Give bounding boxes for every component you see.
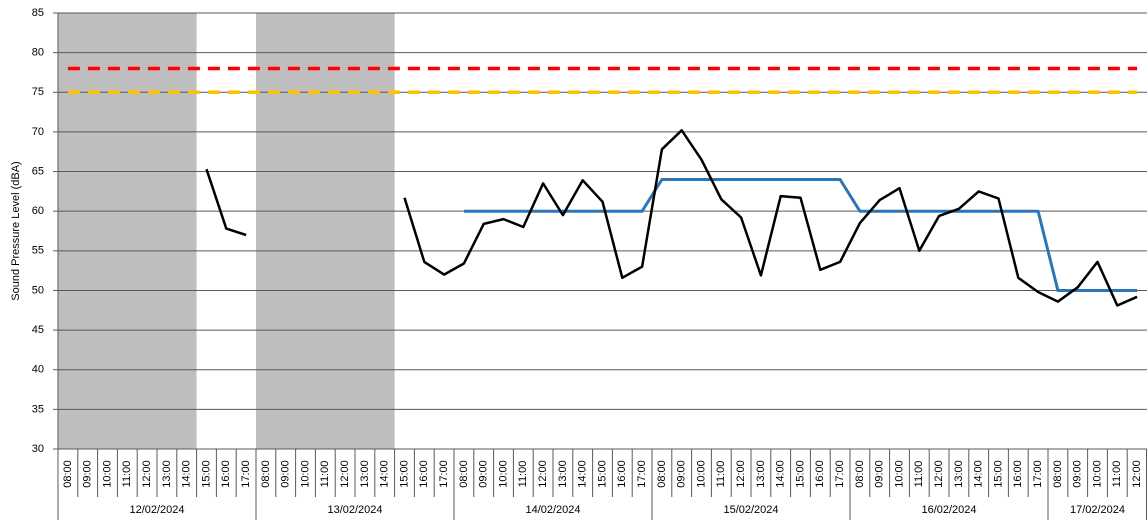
x-tick-label: 11:00 xyxy=(715,461,727,488)
x-tick-label: 09:00 xyxy=(280,460,292,488)
x-tick-label: 11:00 xyxy=(319,461,331,488)
shaded-span xyxy=(58,13,197,449)
x-group-label: 15/02/2024 xyxy=(723,504,778,516)
x-tick-label: 15:00 xyxy=(794,460,806,488)
x-tick-label: 10:00 xyxy=(695,460,707,488)
x-tick-label: 12:00 xyxy=(1131,460,1143,488)
y-tick-label: 35 xyxy=(32,403,44,415)
x-tick-label: 16:00 xyxy=(814,460,826,488)
x-tick-label: 12:00 xyxy=(735,460,747,488)
x-tick-label: 13:00 xyxy=(755,460,767,488)
x-tick-label: 09:00 xyxy=(1072,460,1084,488)
y-tick-label: 45 xyxy=(32,324,44,336)
y-tick-label: 80 xyxy=(32,47,44,59)
x-group-label: 17/02/2024 xyxy=(1070,504,1125,516)
series-line xyxy=(205,129,1138,307)
x-tick-label: 14:00 xyxy=(577,460,589,488)
x-tick-label: 13:00 xyxy=(557,460,569,488)
x-tick-label: 09:00 xyxy=(82,460,94,488)
x-tick-label: 11:00 xyxy=(517,461,529,488)
x-tick-label: 12:00 xyxy=(339,460,351,488)
x-tick-label: 09:00 xyxy=(478,460,490,488)
x-tick-label: 10:00 xyxy=(299,460,311,488)
x-group-label: 13/02/2024 xyxy=(327,504,382,516)
y-tick-label: 65 xyxy=(32,165,44,177)
y-tick-label: 30 xyxy=(32,443,44,455)
x-tick-label: 10:00 xyxy=(101,460,113,488)
series-line xyxy=(463,178,1138,292)
y-tick-label: 75 xyxy=(32,86,44,98)
x-group-label: 14/02/2024 xyxy=(525,504,580,516)
x-tick-label: 11:00 xyxy=(913,461,925,488)
x-tick-label: 08:00 xyxy=(62,460,74,488)
y-tick-label: 60 xyxy=(32,205,44,217)
y-tick-label: 40 xyxy=(32,364,44,376)
shaded-span xyxy=(256,13,395,449)
y-tick-label: 70 xyxy=(32,126,44,138)
y-tick-label: 85 xyxy=(32,7,44,19)
x-tick-label: 16:00 xyxy=(1012,460,1024,488)
x-tick-label: 09:00 xyxy=(874,460,886,488)
x-tick-label: 14:00 xyxy=(973,460,985,488)
x-tick-label: 10:00 xyxy=(497,460,509,488)
x-tick-label: 10:00 xyxy=(1091,460,1103,488)
x-group-label: 16/02/2024 xyxy=(921,504,976,516)
x-tick-label: 08:00 xyxy=(260,460,272,488)
x-tick-label: 17:00 xyxy=(834,460,846,488)
x-tick-label: 08:00 xyxy=(854,460,866,488)
y-tick-label: 50 xyxy=(32,284,44,296)
x-tick-label: 17:00 xyxy=(1032,460,1044,488)
x-tick-label: 11:00 xyxy=(1111,461,1123,488)
x-tick-label: 15:00 xyxy=(596,460,608,488)
x-tick-label: 12:00 xyxy=(141,460,153,488)
x-tick-label: 11:00 xyxy=(121,461,133,488)
x-tick-label: 17:00 xyxy=(240,460,252,488)
x-tick-label: 13:00 xyxy=(161,460,173,488)
x-tick-label: 09:00 xyxy=(676,460,688,488)
x-tick-label: 16:00 xyxy=(418,460,430,488)
x-tick-label: 10:00 xyxy=(893,460,905,488)
x-tick-label: 08:00 xyxy=(1052,460,1064,488)
x-tick-label: 13:00 xyxy=(359,460,371,488)
x-tick-label: 15:00 xyxy=(398,460,410,488)
x-tick-label: 15:00 xyxy=(992,460,1004,488)
x-tick-label: 14:00 xyxy=(775,460,787,488)
x-tick-label: 15:00 xyxy=(200,460,212,488)
x-tick-label: 16:00 xyxy=(616,460,628,488)
x-tick-label: 08:00 xyxy=(656,460,668,488)
x-tick-label: 14:00 xyxy=(181,460,193,488)
x-tick-label: 17:00 xyxy=(438,460,450,488)
x-tick-label: 13:00 xyxy=(953,460,965,488)
x-tick-label: 12:00 xyxy=(537,460,549,488)
x-tick-label: 16:00 xyxy=(220,460,232,488)
x-tick-label: 08:00 xyxy=(458,460,470,488)
x-group-label: 12/02/2024 xyxy=(129,504,184,516)
y-tick-label: 55 xyxy=(32,245,44,257)
y-axis-label: Sound Pressure Level (dBA) xyxy=(10,161,22,300)
x-tick-label: 17:00 xyxy=(636,460,648,488)
x-tick-label: 14:00 xyxy=(379,460,391,488)
x-tick-label: 12:00 xyxy=(933,460,945,488)
